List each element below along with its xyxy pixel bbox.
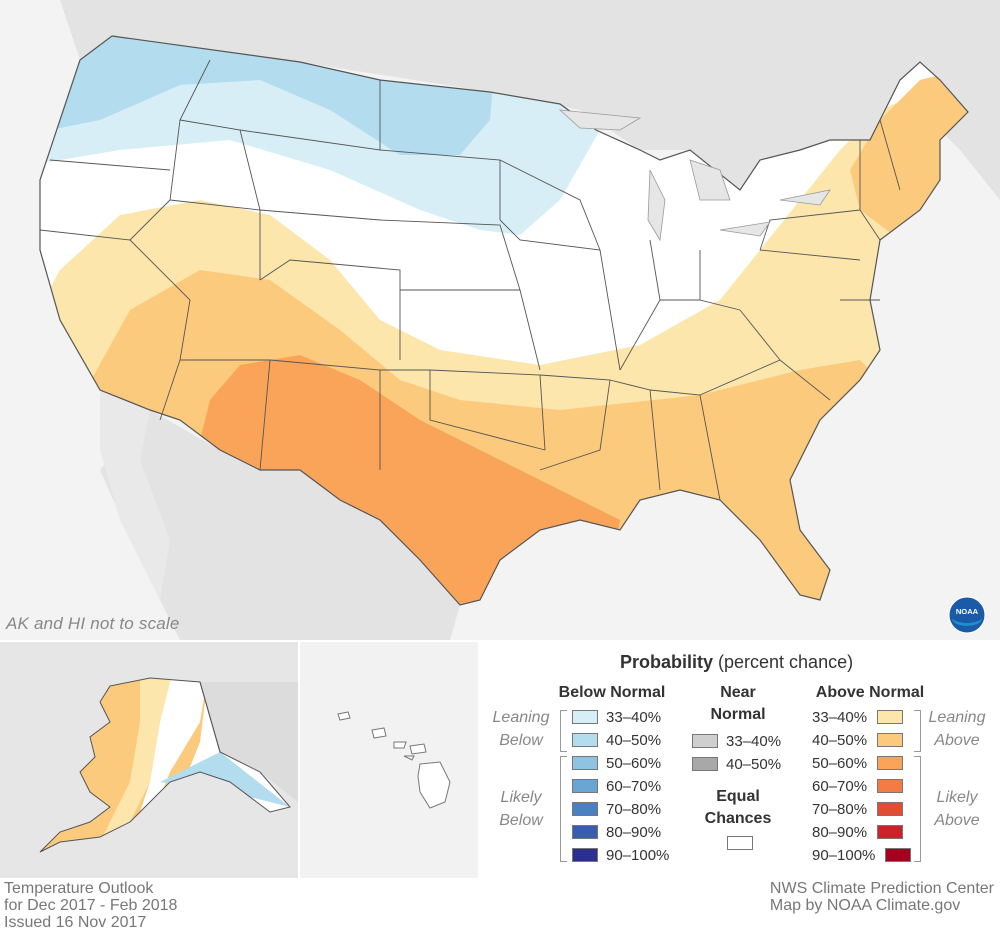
likely-above-line2: Above	[934, 812, 980, 829]
likely-above-line1: Likely	[936, 789, 978, 806]
equal-chances-header: Equal Chances	[690, 786, 786, 830]
above-normal-swatch	[877, 802, 904, 816]
leaning-above-line2: Above	[934, 732, 980, 749]
above-normal-row: 70–80%	[812, 798, 904, 820]
credits-block: NWS Climate Prediction Center Map by NOA…	[770, 880, 994, 914]
leaning-below-line1: Leaning	[492, 709, 550, 726]
legend-title-rest: (percent chance)	[713, 652, 854, 672]
above-normal-swatch	[877, 779, 904, 793]
leaning-above-label: Leaning Above	[924, 706, 990, 752]
likely-below-line1: Likely	[500, 789, 542, 806]
near-normal-row: 33–40%	[692, 730, 781, 752]
below-normal-swatch	[572, 756, 598, 770]
above-normal-swatch	[885, 848, 912, 862]
above-normal-row: 33–40%	[812, 706, 904, 728]
above-normal-header: Above Normal	[815, 684, 925, 701]
below-normal-label: 70–80%	[606, 800, 662, 818]
near-normal-label: 33–40%	[726, 732, 782, 750]
below-normal-row: 40–50%	[572, 729, 661, 751]
below-normal-swatch	[572, 779, 598, 793]
likely-above-label: Likely Above	[924, 786, 990, 832]
equal-header-line2: Chances	[704, 810, 772, 827]
above-normal-row: 40–50%	[812, 729, 904, 751]
near-normal-swatch	[692, 757, 718, 771]
outlook-title-line3: Issued 16 Nov 2017	[4, 914, 147, 931]
state-boundaries	[39, 35, 969, 606]
above-normal-label: 80–90%	[812, 823, 868, 841]
below-normal-label: 80–90%	[606, 823, 662, 841]
near-normal-header: Near Normal	[690, 682, 786, 726]
great-lakes	[558, 109, 831, 242]
below-normal-header: Below Normal	[558, 684, 666, 701]
above-normal-label: 70–80%	[812, 800, 868, 818]
below-normal-swatch	[572, 848, 598, 862]
scale-note: AK and HI not to scale	[6, 614, 180, 633]
below-normal-row: 33–40%	[572, 706, 661, 728]
baja-land	[100, 390, 170, 600]
below-normal-row: 70–80%	[572, 798, 661, 820]
near-header-line2: Normal	[710, 706, 766, 723]
below-normal-swatch	[572, 710, 598, 724]
above-normal-row: 50–60%	[812, 752, 904, 774]
leaning-above-line1: Leaning	[928, 709, 986, 726]
above-normal-label: 40–50%	[812, 731, 868, 749]
below-normal-row: 90–100%	[572, 844, 669, 866]
legend-title-bold: Probability	[620, 652, 714, 672]
leaning-below-bracket	[560, 710, 567, 752]
credits-line2: Map by NOAA Climate.gov	[769, 897, 961, 914]
above-normal-row: 80–90%	[812, 821, 904, 843]
above-normal-label: 33–40%	[812, 708, 868, 726]
below-normal-label: 50–60%	[606, 754, 662, 772]
leaning-above-bracket	[914, 710, 921, 752]
alaska-inset-map	[0, 642, 298, 878]
likely-below-label: Likely Below	[484, 786, 558, 832]
hawaii-islands	[337, 711, 451, 809]
above-normal-swatch	[877, 710, 904, 724]
below-normal-label: 60–70%	[606, 777, 662, 795]
below-normal-row: 80–90%	[572, 821, 661, 843]
above-normal-row: 60–70%	[812, 775, 904, 797]
mexico-land	[100, 410, 460, 640]
near-normal-label: 40–50%	[726, 755, 782, 773]
below-normal-label: 90–100%	[606, 846, 670, 864]
credits-line1: NWS Climate Prediction Center	[769, 880, 994, 897]
likely-above-bracket	[914, 756, 921, 862]
outlook-title-block: Temperature Outlook for Dec 2017 - Feb 2…	[4, 880, 177, 931]
above-normal-swatch	[877, 825, 904, 839]
leaning-below-label: Leaning Below	[484, 706, 558, 752]
outlook-title-line2: for Dec 2017 - Feb 2018	[4, 897, 178, 914]
below-normal-label: 33–40%	[606, 708, 662, 726]
likely-below-line2: Below	[499, 812, 543, 829]
svg-text:NOAA: NOAA	[956, 607, 979, 616]
canada-yukon-land	[200, 682, 298, 802]
equal-chances-swatch	[727, 836, 753, 850]
noaa-logo-icon: NOAA	[948, 596, 986, 634]
above-normal-swatch	[877, 733, 904, 747]
above-normal-label: 60–70%	[812, 777, 868, 795]
below-normal-row: 60–70%	[572, 775, 661, 797]
equal-header-line1: Equal	[716, 788, 760, 805]
conus-outlook-map	[0, 0, 1000, 640]
near-normal-swatch	[692, 734, 718, 748]
above-normal-label: 90–100%	[812, 846, 876, 864]
below-normal-swatch	[572, 733, 598, 747]
below-normal-row: 50–60%	[572, 752, 661, 774]
below-normal-swatch	[572, 802, 598, 816]
near-header-line1: Near	[720, 684, 756, 701]
outlook-title-line1: Temperature Outlook	[4, 880, 154, 897]
likely-below-bracket	[560, 756, 567, 862]
above-normal-swatch	[877, 756, 904, 770]
below-normal-swatch	[572, 825, 598, 839]
leaning-below-line2: Below	[499, 732, 543, 749]
below-normal-label: 40–50%	[606, 731, 662, 749]
hawaii-inset-map	[300, 642, 478, 878]
near-normal-row: 40–50%	[692, 753, 781, 775]
above-normal-row: 90–100%	[812, 844, 912, 866]
legend-title: Probability (percent chance)	[620, 652, 853, 673]
above-normal-label: 50–60%	[812, 754, 868, 772]
